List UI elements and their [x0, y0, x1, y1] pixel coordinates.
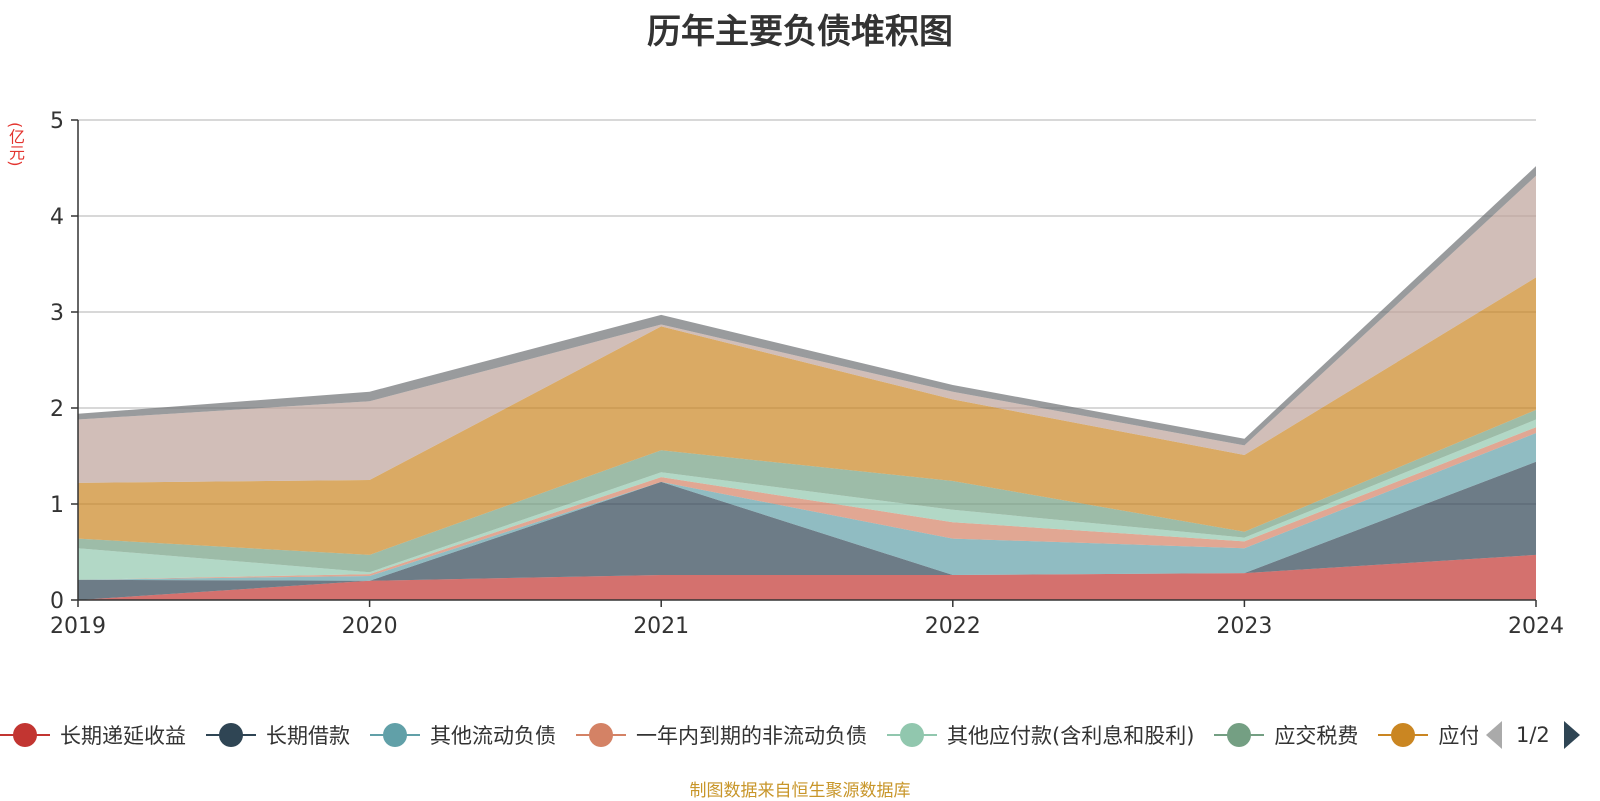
y-tick-label: 2 — [50, 397, 64, 422]
legend-item[interactable]: 其他流动负债 — [370, 718, 556, 752]
stacked-area-chart: 0 1 2 3 4 5 2019 2020 2021 2022 2023 2024 — [50, 109, 1564, 639]
x-tick-label: 2023 — [1216, 614, 1272, 639]
y-axis-unit-label: (亿元) — [6, 122, 25, 167]
axes: 0 1 2 3 4 5 2019 2020 2021 2022 2023 2024 — [50, 109, 1564, 639]
y-tick-label: 0 — [50, 589, 64, 614]
legend: 长期递延收益 长期借款 其他流动负债 一年内到期的非流动负债 其他应付款(含利息和股利)… — [0, 718, 1478, 752]
legend-label: 其他流动负债 — [430, 724, 556, 748]
x-tick-label: 2020 — [342, 614, 398, 639]
area-series-1[interactable] — [78, 461, 1536, 600]
y-tick-label: 4 — [50, 205, 64, 230]
legend-label: 一年内到期的非流动负债 — [636, 724, 867, 748]
legend-marker-icon — [370, 722, 420, 748]
y-tick-label: 5 — [50, 109, 64, 134]
area-series-4[interactable] — [78, 419, 1536, 580]
area-series-0[interactable] — [78, 554, 1536, 600]
x-tick-label: 2022 — [925, 614, 981, 639]
legend-item[interactable]: 应交税费 — [1214, 718, 1358, 752]
legend-label: 其他应付款(含利息和股利) — [947, 724, 1195, 748]
y-tick-label: 3 — [50, 301, 64, 326]
legend-item[interactable]: 其他应付款(含利息和股利) — [887, 718, 1194, 752]
legend-item[interactable]: 长期借款 — [206, 718, 350, 752]
legend-next-page-icon[interactable] — [1563, 721, 1580, 749]
legend-item[interactable]: 一年内到期的非流动负债 — [576, 718, 867, 752]
legend-label: 应付账款 — [1438, 724, 1478, 748]
legend-label: 应交税费 — [1274, 724, 1359, 748]
legend-marker-icon — [887, 722, 937, 748]
x-tick-label: 2021 — [633, 614, 689, 639]
data-source-note: 制图数据来自恒生聚源数据库 — [689, 781, 911, 801]
legend-marker-icon — [0, 722, 50, 748]
legend-label: 长期借款 — [266, 724, 350, 748]
legend-marker-icon — [1214, 722, 1265, 748]
x-tick-label: 2019 — [50, 614, 106, 639]
legend-page-indicator: 1/2 — [1516, 723, 1550, 747]
x-tick-label: 2024 — [1508, 614, 1564, 639]
legend-marker-icon — [576, 722, 626, 748]
legend-label: 长期递延收益 — [60, 724, 186, 748]
legend-prev-page-icon[interactable] — [1486, 721, 1502, 749]
legend-marker-icon — [206, 722, 256, 748]
legend-pager: 1/2 — [1486, 718, 1580, 752]
area-series-5[interactable] — [78, 409, 1536, 573]
area-series-3[interactable] — [78, 427, 1536, 580]
legend-marker-icon — [1378, 722, 1429, 748]
legend-item[interactable]: 应付账款 — [1378, 718, 1478, 752]
area-series-8[interactable] — [78, 166, 1536, 446]
area-series-group — [78, 166, 1536, 600]
chart-title: 历年主要负债堆积图 — [647, 12, 953, 52]
y-tick-label: 1 — [50, 493, 64, 518]
area-series-7[interactable] — [78, 175, 1536, 483]
legend-item[interactable]: 长期递延收益 — [0, 718, 186, 752]
area-series-6[interactable] — [78, 277, 1536, 555]
